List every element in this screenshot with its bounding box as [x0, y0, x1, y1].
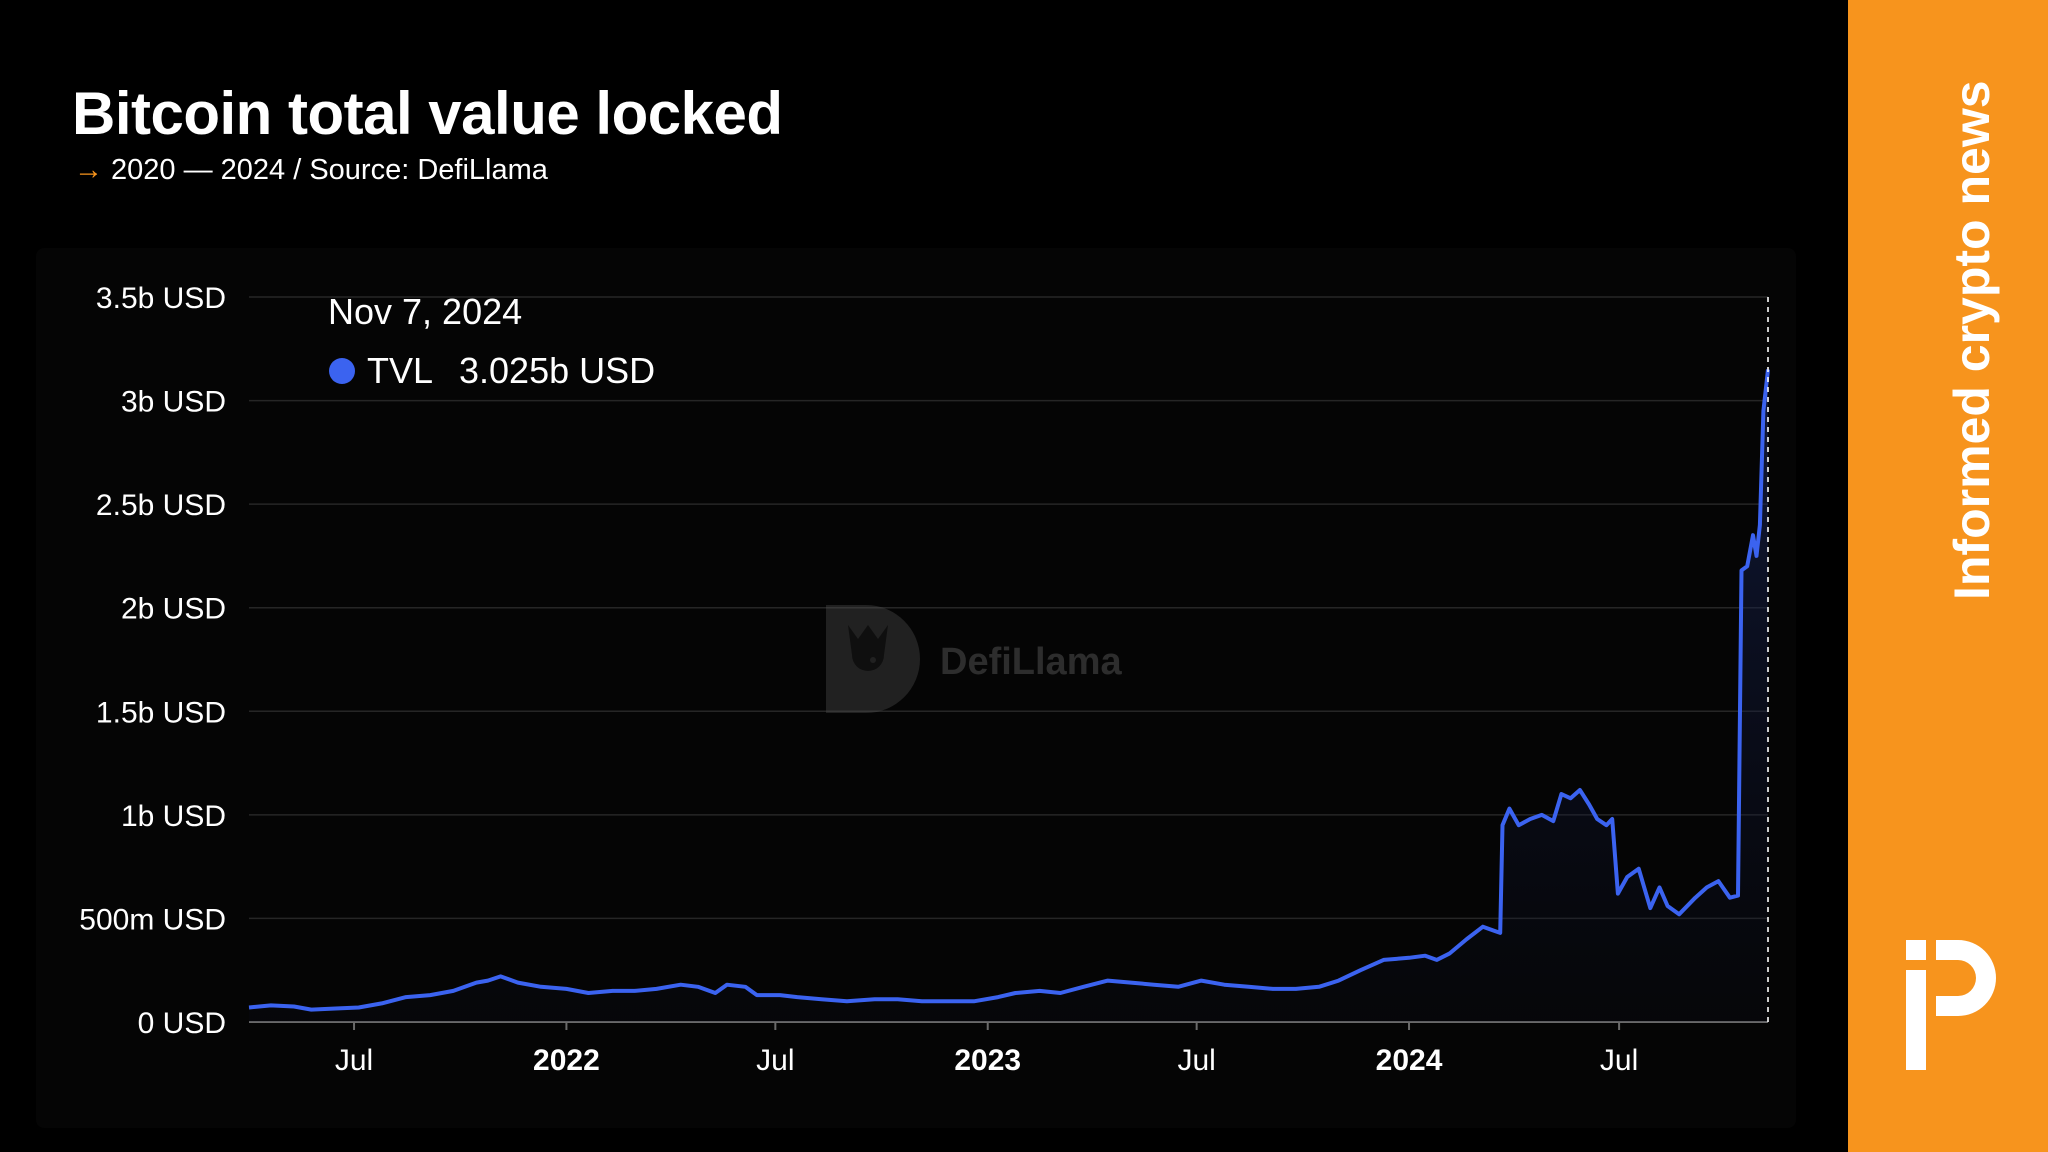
tooltip-value: 3.025b USD — [459, 350, 655, 391]
tooltip-dot-icon — [329, 358, 355, 384]
x-tick-label: 2022 — [533, 1044, 600, 1077]
subtitle-arrow-icon: → — [74, 154, 103, 186]
chart-tooltip: Nov 7, 2024 TVL 3.025b USD — [328, 291, 655, 391]
subtitle-text: 2020 — 2024 / Source: DefiLlama — [111, 154, 548, 186]
defillama-watermark-icon — [826, 605, 920, 713]
y-axis: 0 USD 500m USD 1b USD 1.5b USD 2b USD 2.5b US… — [79, 282, 226, 1040]
y-tick-label: 1.5b USD — [96, 696, 226, 729]
tvl-points — [248, 369, 1769, 1010]
x-axis: Jul 2022 Jul 2023 Jul 2024 Jul — [335, 1022, 1638, 1077]
y-tick-label: 500m USD — [79, 903, 226, 936]
page-title: Bitcoin total value locked — [72, 80, 783, 147]
tvl-area — [249, 369, 1768, 1022]
x-tick-label: Jul — [335, 1044, 373, 1077]
y-tick-label: 3b USD — [121, 386, 226, 419]
y-tick-label: 3.5b USD — [96, 282, 226, 315]
x-tick-label: Jul — [756, 1044, 794, 1077]
x-tick-label: Jul — [1600, 1044, 1638, 1077]
y-tick-label: 2.5b USD — [96, 489, 226, 522]
tvl-chart[interactable]: 0 USD 500m USD 1b USD 1.5b USD 2b USD 2.5b US… — [0, 0, 1848, 1152]
x-tick-label: Jul — [1177, 1044, 1215, 1077]
tooltip-series-label: TVL — [367, 350, 433, 391]
x-tick-label: 2023 — [954, 1044, 1021, 1077]
brand-logo-icon — [1906, 940, 1996, 1070]
y-tick-label: 0 USD — [138, 1007, 226, 1040]
tooltip-date: Nov 7, 2024 — [328, 291, 522, 332]
x-tick-label: 2024 — [1376, 1044, 1443, 1077]
page-subtitle: → 2020 — 2024 / Source: DefiLlama — [74, 152, 548, 188]
brand-tagline: Informed crypto news — [1944, 80, 2000, 600]
main-panel: Bitcoin total value locked → 2020 — 2024 … — [0, 0, 1848, 1152]
brand-sidebar: Informed crypto news — [1848, 0, 2048, 1152]
y-tick-label: 1b USD — [121, 800, 226, 833]
y-tick-label: 2b USD — [121, 593, 226, 626]
watermark-text: DefiLlama — [940, 641, 1122, 683]
defillama-watermark: DefiLlama — [826, 605, 1122, 713]
